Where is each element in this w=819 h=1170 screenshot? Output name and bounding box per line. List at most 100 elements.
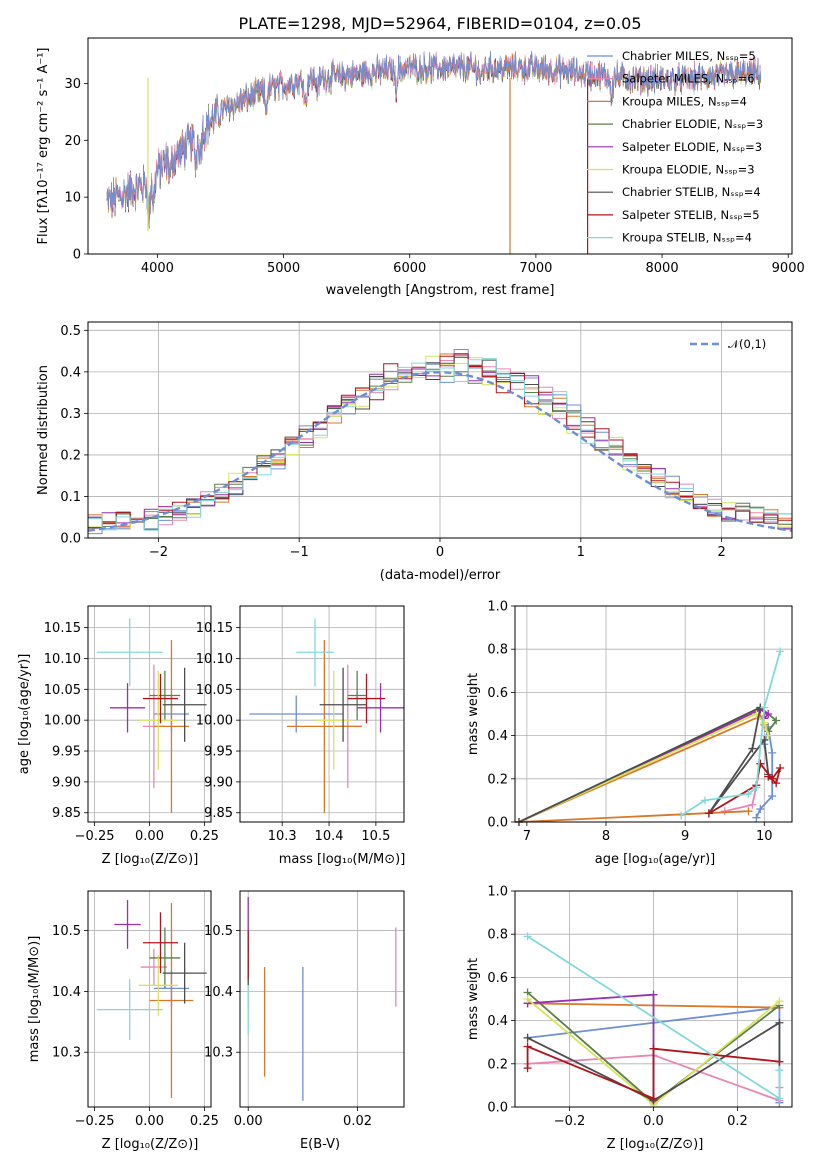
mass-weight-marker xyxy=(523,1064,532,1073)
mass-weight-series xyxy=(724,785,758,813)
y-tick-label: 9.90 xyxy=(52,775,81,790)
age_vs_Z-plot: −0.25 0.00 0.25 9.85 9.90 9.95 10.00 10.05 10.10… xyxy=(17,605,219,867)
y-tick-label: 10.3 xyxy=(204,1046,233,1061)
residuals-marks xyxy=(87,349,793,535)
mass-weight-marker xyxy=(764,731,773,740)
x-tick-label: −0.25 xyxy=(75,1114,115,1129)
y-axis-label: mass weight xyxy=(466,673,481,755)
errorbar-point xyxy=(96,618,163,687)
age_vs_mass-plot: 10.3 10.4 10.5 9.85 9.90 9.95 10.00 10.05 10.10 1… xyxy=(196,605,406,867)
weight_vs_Z-marks xyxy=(523,932,784,1109)
spectrum-legend: Chabrier MILES, Nₛₛₚ=5 Salpeter MILES, Nₛ… xyxy=(587,49,763,245)
mass-weight-marker xyxy=(700,796,709,805)
mass-weight-marker xyxy=(704,809,713,818)
x-tick-label: 0.2 xyxy=(727,1114,748,1129)
mass-weight-marker xyxy=(523,1033,532,1042)
residuals-frame xyxy=(87,321,793,539)
mass-weight-marker xyxy=(720,807,729,816)
age_vs_mass-marks xyxy=(249,618,404,813)
x-axis-label: Z [log₁₀(Z/Z⊙)] xyxy=(102,852,199,867)
y-tick-label: 0.6 xyxy=(487,686,508,701)
errorbar-point xyxy=(109,683,146,733)
mass-weight-marker xyxy=(677,811,686,820)
x-tick-label: 9 xyxy=(681,829,689,844)
legend-entry: Chabrier ELODIE, Nₛₛₚ=3 xyxy=(622,117,763,131)
errorbar-point xyxy=(142,912,179,974)
mass-weight-marker xyxy=(760,718,769,727)
y-tick-label: 10.15 xyxy=(196,621,233,636)
errorbar-point xyxy=(149,903,194,1098)
x-axis-label: Z [log₁₀(Z/Z⊙)] xyxy=(607,1137,704,1152)
errorbar-point xyxy=(142,673,179,724)
errorbar-point xyxy=(347,670,367,721)
mass-weight-marker xyxy=(752,783,761,792)
y-tick-label: 0.0 xyxy=(487,1101,508,1116)
mass-weight-marker xyxy=(764,710,773,718)
y-tick-label: 10.3 xyxy=(52,1046,81,1061)
x-axis-label: wavelength [Angstrom, rest frame] xyxy=(326,283,555,298)
y-tick-label: 1.0 xyxy=(487,600,508,615)
mass-weight-marker xyxy=(764,772,773,781)
mass-weight-marker xyxy=(776,647,785,656)
mass-weight-marker xyxy=(752,813,761,822)
y-axis-label: age [log₁₀(age/yr)] xyxy=(17,654,32,775)
mass-weight-marker xyxy=(768,792,777,801)
weight_vs_age-plot: 7 8 9 10 0.0 0.2 0.4 0.6 0.8 1.0 age [log₁₀(age/yr… xyxy=(466,600,793,867)
weight_vs_age-marks xyxy=(514,647,785,826)
x-tick-label: 0.0 xyxy=(643,1114,664,1129)
spectrum-frame xyxy=(87,37,793,255)
errorbar-point xyxy=(319,667,367,742)
x-tick-label: 0.25 xyxy=(190,829,219,844)
x-tick-label: 10.3 xyxy=(268,829,297,844)
errorbar-point xyxy=(162,667,207,742)
y-axis-label: Flux [fλ10⁻¹⁷ erg cm⁻² s⁻¹ A⁻¹] xyxy=(36,48,51,245)
x-tick-label: 10.5 xyxy=(361,829,390,844)
mass-weight-series xyxy=(526,1045,780,1100)
mass_vs_ebv-marks xyxy=(247,897,397,1101)
y-tick-label: 0.2 xyxy=(487,1057,508,1072)
weight_vs_age-frame xyxy=(514,605,793,823)
errorbar-point xyxy=(138,954,179,1016)
x-tick-label: 10 xyxy=(756,829,773,844)
y-tick-label: 10.15 xyxy=(44,621,81,636)
mass-weight-series xyxy=(680,651,781,817)
legend-entry: Kroupa MILES, Nₛₛₚ=4 xyxy=(622,94,747,108)
chart-title: PLATE=1298, MJD=52964, FIBERID=0104, z=0… xyxy=(238,14,641,33)
y-axis-label: mass weight xyxy=(466,958,481,1040)
mass-weight-series xyxy=(518,706,770,823)
age_vs_Z-frame xyxy=(87,605,212,823)
mass-weight-marker xyxy=(523,995,532,1003)
mass-weight-marker xyxy=(523,932,532,941)
x-tick-label: 1 xyxy=(577,545,585,560)
mass-weight-marker xyxy=(760,703,769,712)
y-tick-label: 1.0 xyxy=(487,885,508,900)
y-tick-label: 10.4 xyxy=(52,985,81,1000)
y-axis-label: Normed distribution xyxy=(36,365,51,495)
mass-weight-marker xyxy=(775,1094,784,1103)
x-tick-label: 10.4 xyxy=(315,829,344,844)
mass-weight-marker xyxy=(748,744,757,753)
x-axis-label: mass [log₁₀(M/M⊙)] xyxy=(279,852,406,867)
y-tick-label: 10.5 xyxy=(204,924,233,939)
mass-weight-marker xyxy=(776,764,785,772)
mass-weight-marker xyxy=(756,805,765,814)
y-tick-label: 0.4 xyxy=(60,365,81,380)
y-tick-label: 10.10 xyxy=(196,652,233,667)
x-axis-label: age [log₁₀(age/yr)] xyxy=(595,852,716,867)
errorbar-point xyxy=(153,639,190,813)
y-tick-label: 9.95 xyxy=(52,745,81,760)
errorbar-point xyxy=(347,673,386,724)
spectrum-plot: 4000 5000 6000 7000 8000 9000 0 10 20 30 PLATE=129… xyxy=(36,14,805,298)
errorbar-point xyxy=(140,948,168,986)
y-tick-label: 0.0 xyxy=(60,532,81,547)
x-tick-label: −0.25 xyxy=(75,829,115,844)
mass-weight-marker xyxy=(772,716,781,725)
y-tick-label: 0.4 xyxy=(487,1014,508,1029)
mass_vs_Z-plot: −0.25 0.00 0.25 10.3 10.4 10.5 Z [log₁₀(Z/Z⊙)]… xyxy=(27,890,219,1152)
mass-weight-marker xyxy=(775,997,784,1006)
x-tick-label: 8 xyxy=(602,829,610,844)
legend-entry: Chabrier MILES, Nₛₛₚ=5 xyxy=(622,49,756,63)
x-tick-label: 4000 xyxy=(141,261,174,276)
y-tick-label: 30 xyxy=(64,77,81,92)
